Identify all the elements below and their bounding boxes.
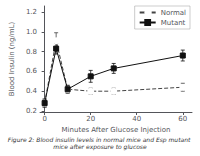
svg-text:0.4: 0.4 [26,87,38,95]
svg-text:mice after exposure to glucose: mice after exposure to glucose [53,143,147,151]
svg-text:0.2: 0.2 [26,107,37,115]
svg-text:60: 60 [178,115,187,123]
svg-text:0: 0 [42,115,46,123]
svg-text:Figure 2: Blood insulin levels: Figure 2: Blood insulin levels in normal… [7,136,193,143]
svg-text:Mutant: Mutant [161,19,186,27]
svg-text:Minutes After Glucose Injectio: Minutes After Glucose Injection [62,126,171,134]
svg-text:1.0: 1.0 [26,28,37,36]
svg-text:Blood Insulin (ng/mL): Blood Insulin (ng/mL) [8,21,16,96]
svg-text:40: 40 [132,115,141,123]
svg-text:0.6: 0.6 [26,67,38,75]
svg-text:0.8: 0.8 [26,48,37,56]
svg-text:1.2: 1.2 [26,8,37,16]
svg-text:20: 20 [86,115,95,123]
svg-text:Normal: Normal [161,9,186,17]
